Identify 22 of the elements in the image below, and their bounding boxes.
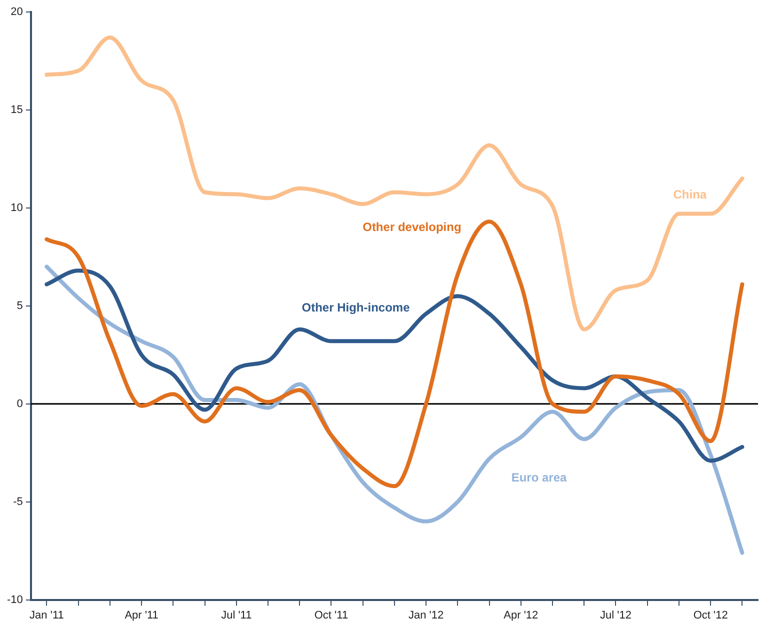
x-tick-label: Oct '11 (314, 609, 348, 622)
y-tick-label: -10 (6, 594, 23, 606)
y-tick-label: -5 (13, 496, 23, 508)
y-tick-label: 0 (16, 398, 23, 410)
y-tick-label: 15 (10, 104, 23, 116)
series-label: Other High-income (302, 300, 410, 315)
line-series (44, 35, 744, 332)
x-tick-label: Apr '12 (504, 609, 538, 622)
x-tick-label: Oct '12 (693, 609, 728, 622)
line-series (44, 268, 744, 463)
x-tick-label: Jan '12 (408, 609, 444, 622)
y-tick-label: 20 (10, 6, 23, 18)
x-tick-label: Apr '11 (124, 609, 158, 622)
line-series (44, 220, 744, 488)
series-label: China (673, 187, 707, 202)
series-label: Euro area (511, 470, 568, 484)
series-label: Other developing (362, 220, 462, 234)
x-tick-label: Jan '11 (30, 609, 64, 622)
x-tick-label: Jul '11 (221, 609, 252, 622)
y-tick-label: 10 (10, 202, 23, 214)
y-tick-label: 5 (16, 300, 23, 312)
x-tick-label: Jul '12 (600, 609, 632, 622)
